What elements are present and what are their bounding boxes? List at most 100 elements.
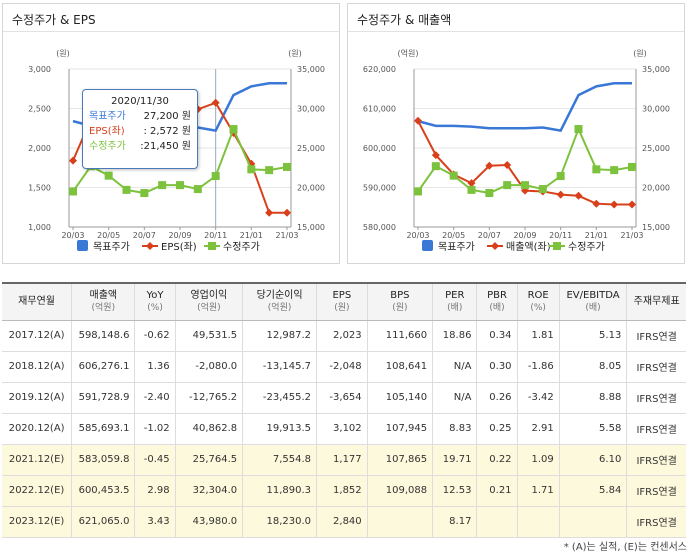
left-axis-tick-label: 3,000 — [28, 65, 51, 74]
tooltip-date: 2020/11/30 — [111, 96, 169, 107]
column-header: 매출액 (억원) — [71, 282, 135, 321]
table-cell: 8.05 — [558, 351, 627, 383]
x-axis-tick-label: 20/09 — [513, 231, 536, 240]
series-point-2 — [628, 162, 636, 171]
right-axis-tick-label: 30,000 — [297, 105, 325, 114]
table-cell: -0.45 — [134, 444, 176, 476]
series-point-2 — [431, 162, 440, 171]
series-point-1 — [467, 179, 476, 188]
chart-title: 수정주가 & EPS — [12, 13, 96, 27]
series-point-2 — [574, 125, 583, 134]
table-cell: 107,945 — [366, 413, 433, 445]
tooltip-row-eps: EPS(좌) : 2,572 원 — [89, 124, 191, 139]
column-header-unit: (억원) — [91, 302, 116, 313]
series-point-2 — [449, 171, 458, 180]
column-header-label: EPS — [332, 289, 352, 301]
table-cell: 5.58 — [558, 413, 627, 445]
table-cell: -2.40 — [134, 382, 176, 414]
chart-tooltip: 2020/11/30 목표주가 27,200 원 EPS(좌) : 2,572 … — [82, 89, 198, 169]
table-cell: 12,987.2 — [242, 320, 317, 352]
table-header-row: 재무연월 매출액 (억원) YoY (%) 영업이익 (억원) 당기순이익 (억원) EPS (원)… — [2, 282, 686, 321]
series-point-2 — [140, 189, 149, 198]
series-point-1 — [485, 161, 494, 170]
column-header: EV/EBITDA (배) — [558, 282, 627, 321]
x-axis-tick-label: 20/03 — [61, 231, 84, 240]
series-point-1 — [265, 208, 274, 217]
right-axis-tick-label: 25,000 — [642, 144, 670, 153]
column-header-label: BPS — [390, 289, 410, 301]
table-footnote: * (A)는 실적, (E)는 컨센서스 — [563, 542, 687, 553]
column-header: PBR (배) — [476, 282, 518, 321]
tooltip-row-adj-price: 수정주가 :21,450 원 — [89, 139, 191, 154]
table-cell: N/A — [432, 382, 477, 414]
series-point-1 — [503, 160, 512, 169]
chart-title-bar — [3, 4, 339, 32]
series-point-1 — [414, 116, 422, 125]
series-point-2 — [592, 165, 601, 174]
left-axis-tick-label: 610,000 — [363, 105, 396, 114]
column-header: 당기순이익 (억원) — [242, 282, 317, 321]
table-cell: 2.98 — [134, 475, 176, 507]
chart-panel-price-eps: 수정주가 & EPS (원) (원) 3,000 2,500 2,000 1,500 1,0… — [2, 3, 340, 264]
tooltip-row-target-price: 목표주가 27,200 원 — [89, 109, 191, 124]
table-cell: 12.53 — [432, 475, 477, 507]
x-axis-tick-label: 20/07 — [478, 231, 501, 240]
series-point-2 — [538, 185, 547, 194]
table-cell: -0.62 — [134, 320, 176, 352]
table-cell: 43,980.0 — [174, 506, 243, 538]
table-row: 2023.12(E) 621,065.0 3.43 43,980.0 18,230.0 2… — [2, 506, 686, 538]
column-header-unit: (원) — [392, 302, 408, 313]
price-sales-chart: (억원) (원) 620,000 610,000 600,000 590,000 580,0… — [363, 48, 670, 253]
table-cell: -23,455.2 — [242, 382, 317, 414]
series-point-2 — [485, 189, 494, 198]
table-row: 2019.12(A) 591,728.9 -2.40 -12,765.2 -23,455… — [2, 382, 686, 414]
table-cell: 7,554.8 — [242, 444, 317, 476]
table-cell: -13,145.7 — [242, 351, 317, 383]
column-header-unit: (%) — [530, 302, 546, 313]
legend-label: 수정주가 — [568, 241, 605, 253]
row-period: 2022.12(E) — [2, 475, 72, 507]
left-axis-unit: (억원) — [398, 48, 419, 58]
column-header-label: ROE — [527, 289, 549, 301]
left-axis-tick-label: 590,000 — [363, 184, 396, 193]
table-cell: 2,023 — [316, 320, 368, 352]
column-header-unit: (억원) — [267, 302, 292, 313]
series-point-2 — [229, 125, 238, 134]
table-cell: 11,890.3 — [242, 475, 317, 507]
table-cell: 585,693.1 — [71, 413, 135, 445]
column-header-label: 매출액 — [89, 289, 118, 301]
table-row: 2022.12(E) 600,453.5 2.98 32,304.0 11,890.3 1… — [2, 475, 686, 507]
table-cell: 8.17 — [432, 506, 477, 538]
column-header: YoY (%) — [134, 282, 176, 321]
table-cell: 32,304.0 — [174, 475, 243, 507]
column-header-unit: (배) — [585, 302, 601, 313]
table-cell: 40,862.8 — [174, 413, 243, 445]
right-axis-tick-label: 20,000 — [642, 184, 670, 193]
table-cell: IFRS연결 — [626, 351, 686, 383]
legend-label: 매출액(좌) — [506, 241, 551, 253]
table-cell: 1.81 — [516, 320, 560, 352]
table-cell: -2,080.0 — [174, 351, 243, 383]
table-cell: 8.88 — [558, 382, 627, 414]
table-cell: 3,102 — [316, 413, 368, 445]
x-axis-tick-label: 20/05 — [442, 231, 465, 240]
x-axis-tick-label: 20/11 — [549, 231, 572, 240]
table-cell: 108,641 — [366, 351, 433, 383]
column-header: BPS (원) — [366, 282, 433, 321]
series-point-2 — [283, 162, 291, 171]
table-cell: 3.43 — [134, 506, 176, 538]
series-point-1 — [556, 190, 565, 199]
table-cell: 1.71 — [516, 475, 560, 507]
legend-swatch-marker — [208, 242, 216, 250]
column-header: EPS (원) — [316, 282, 368, 321]
series-point-2 — [521, 181, 529, 190]
right-axis-tick-label: 15,000 — [297, 223, 325, 232]
right-axis-tick-label: 15,000 — [642, 223, 670, 232]
x-axis-tick-label: 20/05 — [97, 231, 120, 240]
table-cell: 5.13 — [558, 320, 627, 352]
tooltip-value-target-price: 27,200 원 — [143, 111, 191, 122]
table-cell: -12,765.2 — [174, 382, 243, 414]
table-cell: 49,531.5 — [174, 320, 243, 352]
table-cell: -1.02 — [134, 413, 176, 445]
table-cell: 105,140 — [366, 382, 433, 414]
